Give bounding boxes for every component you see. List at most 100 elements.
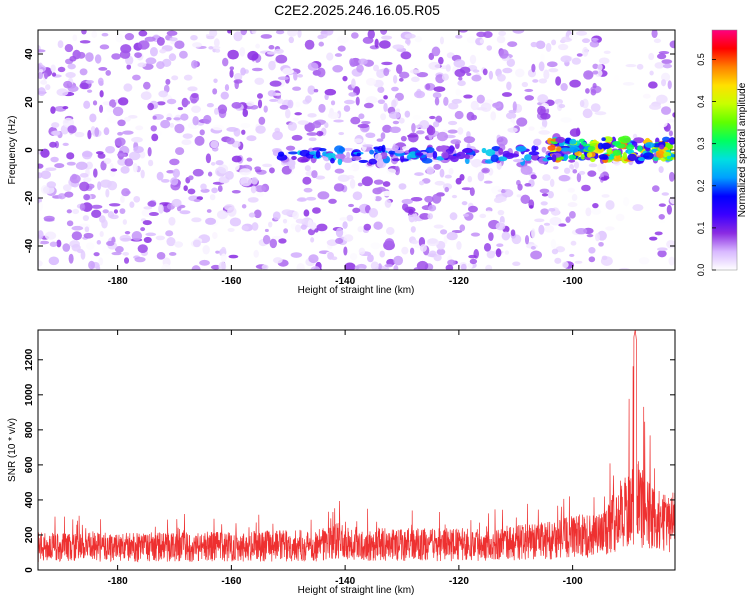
colorbar-tick-label: 0.1 — [696, 222, 706, 235]
spectrogram-cell — [122, 252, 129, 256]
spectrogram-cell — [568, 202, 578, 207]
spectrogram-cell — [590, 41, 599, 48]
spectrogram-cell — [569, 211, 576, 219]
signal-cell — [637, 145, 643, 151]
spectrogram-cell — [335, 169, 345, 174]
spectrogram-cell — [435, 97, 439, 106]
spectrogram-cell — [305, 95, 312, 103]
spectrogram-cell — [171, 75, 178, 80]
spectrogram-cell — [338, 175, 350, 182]
spectrogram-cell — [297, 198, 307, 202]
spectrogram-cell — [428, 62, 440, 70]
spectrogram-cell — [616, 214, 625, 221]
spectrogram-cell — [456, 241, 461, 250]
spectrogram-cell — [554, 258, 561, 264]
spectrogram-cell — [338, 45, 346, 51]
spectrogram-cell — [565, 216, 570, 223]
signal-cell — [369, 150, 374, 155]
x-tick-label: -180 — [108, 276, 128, 287]
spectrogram-cell — [257, 93, 263, 99]
spectrogram-cell — [143, 82, 151, 90]
spectrogram-cell — [242, 204, 247, 208]
spectrogram-cell — [445, 175, 452, 179]
signal-cell — [462, 149, 472, 153]
spectrogram-cell — [188, 189, 196, 195]
signal-cell — [319, 148, 327, 151]
spectrogram-cell — [88, 261, 95, 270]
spectrogram-cell — [348, 92, 356, 97]
signal-cell — [288, 151, 298, 154]
spectrogram-cell — [433, 121, 439, 127]
spectrogram-cell — [246, 135, 256, 141]
spectrogram-cell — [334, 183, 345, 191]
signal-cell — [357, 153, 361, 157]
spectrogram-cell — [623, 82, 635, 86]
signal-cell — [531, 145, 536, 152]
spectrogram-cell — [207, 103, 214, 107]
spectrogram-cell — [502, 92, 512, 97]
spectrogram-cell — [540, 54, 545, 62]
spectrogram-cell — [550, 179, 555, 187]
spectrogram-cell — [463, 95, 473, 99]
spectrogram-cell — [105, 189, 109, 198]
spectrogram-cell — [93, 100, 97, 105]
spectrogram-cell — [592, 64, 598, 69]
spectrogram-cell — [524, 89, 533, 92]
spectrogram-cell — [168, 217, 175, 226]
spectrogram-cell — [120, 166, 129, 174]
spectrogram-cell — [401, 136, 407, 142]
spectrogram-cell — [548, 208, 555, 212]
spectrogram-cell — [149, 212, 159, 216]
spectrogram-cell — [569, 80, 581, 88]
spectrogram-cell — [328, 112, 340, 119]
spectrogram-cell — [227, 50, 238, 60]
spectrogram-cell — [214, 38, 220, 47]
spectrogram-cell — [462, 201, 468, 205]
spectrogram-cell — [115, 137, 126, 146]
spectrogram-cell — [254, 166, 261, 170]
spectrogram-cell — [51, 122, 59, 128]
spectrogram-cell — [471, 101, 479, 111]
spectrogram-cell — [521, 166, 533, 176]
spectrogram-cell — [79, 83, 88, 90]
spectrogram-cell — [398, 183, 406, 189]
spectrogram-cell — [218, 104, 227, 114]
spectrogram-cell — [408, 209, 413, 215]
spectrogram-cell — [47, 181, 56, 188]
spectrogram-cell — [192, 42, 202, 47]
spectrogram-cell — [278, 76, 289, 80]
spectrogram-cell — [157, 252, 166, 260]
signal-cell — [491, 154, 499, 162]
spectrogram-cell — [66, 152, 74, 159]
spectrogram-cell — [401, 51, 412, 59]
spectrogram-cell — [468, 206, 478, 213]
spectrogram-cell — [125, 231, 130, 234]
spectrogram-cell — [558, 44, 568, 50]
spectrogram-cell — [135, 126, 143, 131]
spectrogram-cell — [569, 34, 578, 39]
y-tick-label: 0 — [24, 147, 35, 153]
signal-cell — [513, 159, 524, 162]
spectrogram-cell — [319, 131, 323, 135]
spectrogram-cell — [207, 209, 212, 213]
spectrogram-cell — [64, 191, 73, 197]
spectrogram-cell — [183, 133, 193, 139]
figure: C2E2.2025.246.16.05.R05 -180 -160 -140 -120… — [0, 0, 750, 600]
spectrogram-cell — [434, 254, 442, 261]
spectrogram-cell — [328, 199, 337, 204]
spectrogram-cell — [353, 191, 363, 200]
signal-cell — [286, 146, 295, 151]
spectrogram-cell — [437, 132, 448, 141]
spectrogram-cell — [228, 228, 235, 232]
spectrogram-cell — [229, 69, 233, 77]
spectrogram-cell — [255, 125, 266, 133]
spectrogram-cell — [98, 67, 107, 71]
spectrogram-cell — [104, 127, 110, 135]
y-tick-label: 20 — [24, 96, 35, 108]
spectrogram-cell — [386, 227, 395, 235]
snr-x-label: Height of straight line (km) — [298, 585, 415, 596]
spectrogram-cell — [272, 236, 281, 240]
spectrogram-cell — [132, 231, 142, 241]
spectrogram-cell — [601, 177, 608, 181]
spectrogram-cell — [289, 37, 294, 44]
